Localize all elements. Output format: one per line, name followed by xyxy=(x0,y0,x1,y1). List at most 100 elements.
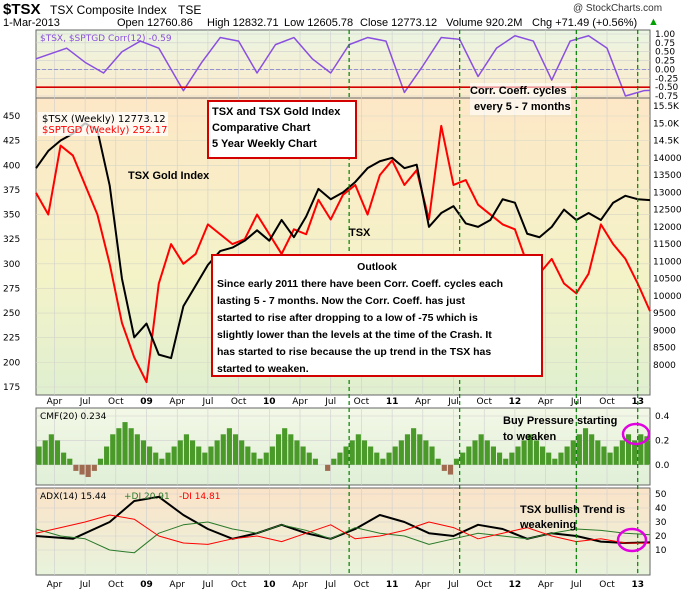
cmf-bar xyxy=(355,434,361,465)
x-tick-label: Oct xyxy=(231,397,247,407)
y-tick-label: 0.2 xyxy=(655,436,669,446)
outlook-line-5: has started to rise because the up trend… xyxy=(217,346,492,358)
y-tick-label: 1.00 xyxy=(655,30,675,40)
exchange: TSE xyxy=(178,3,202,17)
cmf-bar xyxy=(128,428,134,465)
x-tick-label: Jul xyxy=(201,397,213,407)
cmf-bar xyxy=(251,452,257,465)
cmf-bar xyxy=(183,434,189,465)
corr-note: Corr. Coeff. cycles every 5 - 7 months xyxy=(470,83,571,115)
y-tick-label-left: 375 xyxy=(3,186,20,196)
volume-value: Volume 920.2M xyxy=(446,17,523,29)
cmf-bar xyxy=(515,446,521,465)
cmf-bar xyxy=(202,452,208,465)
cmf-bar xyxy=(601,446,607,465)
y-tick-label: -0.25 xyxy=(655,74,678,84)
cmf-bar xyxy=(589,434,595,465)
y-tick-label-left: 225 xyxy=(3,334,20,344)
y-tick-label-right: 10500 xyxy=(653,275,682,285)
x-tick-label: Apr xyxy=(538,580,554,590)
change-value: Chg +71.49 (+0.56%) xyxy=(532,17,638,29)
y-tick-label: 0.25 xyxy=(655,57,675,67)
y-tick-label-right: 14.5K xyxy=(653,137,680,147)
cmf-bar xyxy=(368,446,374,465)
y-tick-label-right: 14000 xyxy=(653,154,682,164)
title-box: TSX and TSX Gold Index Comparative Chart… xyxy=(207,100,357,159)
cmf-bar xyxy=(490,446,496,465)
outlook-line-2: lasting 5 - 7 months. Now the Corr. Coef… xyxy=(217,295,465,307)
index-name: TSX Composite Index xyxy=(50,3,167,17)
y-tick-label: 40 xyxy=(655,504,667,514)
cmf-bar xyxy=(466,446,472,465)
cmf-legend: CMF(20) 0.234 xyxy=(40,412,107,422)
x-tick-label: Apr xyxy=(169,397,185,407)
close-value: Close 12773.12 xyxy=(360,17,438,29)
adx-legend: ADX(14) 15.44 xyxy=(40,492,107,502)
cmf-bar xyxy=(325,464,331,471)
cmf-bar xyxy=(472,440,478,465)
y-tick-label-left: 350 xyxy=(3,211,20,221)
cmf-bar xyxy=(423,440,429,465)
cmf-bar xyxy=(435,458,441,465)
cmf-bar xyxy=(312,458,318,465)
cmf-bar xyxy=(257,458,263,465)
chart-header: $TSX TSX Composite Index TSE @ StockChar… xyxy=(0,0,693,30)
cmf-bar xyxy=(61,452,67,465)
outlook-line-6: started to weaken. xyxy=(217,363,309,375)
cmf-bar xyxy=(398,440,404,465)
x-tick-label: Oct xyxy=(354,580,370,590)
cmf-bar xyxy=(214,440,220,465)
cmf-bar xyxy=(196,446,202,465)
gold-index-label: TSX Gold Index xyxy=(128,170,210,182)
x-tick-label: Jul xyxy=(570,397,582,407)
date: 1-Mar-2013 xyxy=(3,17,60,29)
cmf-bar xyxy=(294,440,300,465)
change-arrow-icon: ▲ xyxy=(648,16,659,28)
cmf-bar xyxy=(404,434,411,465)
x-tick-label: Oct xyxy=(476,397,492,407)
minus-di-line xyxy=(35,514,651,545)
y-tick-label-left: 300 xyxy=(3,260,20,270)
cmf-bar xyxy=(447,464,454,475)
y-tick-label-right: 15.0K xyxy=(653,119,680,129)
outlook-title: Outlook xyxy=(357,261,397,273)
cmf-bar xyxy=(484,440,490,465)
cmf-bar xyxy=(190,440,196,465)
x-tick-label: Jul xyxy=(447,397,459,407)
cmf-bar xyxy=(521,440,527,465)
cmf-bar xyxy=(226,428,232,465)
y-tick-label-right: 12000 xyxy=(653,223,682,233)
x-tick-label: Apr xyxy=(415,397,431,407)
cmf-bar xyxy=(263,452,269,465)
cmf-bar xyxy=(386,452,392,465)
cmf-bar xyxy=(509,452,515,465)
x-tick-label: Apr xyxy=(415,580,431,590)
x-tick-label: 10 xyxy=(263,397,276,407)
x-tick-label: Jul xyxy=(79,397,91,407)
corr-note-line-2: every 5 - 7 months xyxy=(474,101,571,113)
cmf-bar xyxy=(110,434,116,465)
cmf-bar xyxy=(533,440,539,465)
x-tick-label: Jul xyxy=(201,580,213,590)
x-tick-label: Jul xyxy=(447,580,459,590)
cmf-bar xyxy=(539,446,546,465)
cmf-bar xyxy=(165,452,171,465)
x-tick-label: Oct xyxy=(231,580,247,590)
x-tick-label: 09 xyxy=(140,580,153,590)
corr-note-line-1: Corr. Coeff. cycles xyxy=(470,85,567,97)
title-line-1: TSX and TSX Gold Index xyxy=(212,106,341,118)
price-legend-bg xyxy=(38,112,168,136)
y-tick-label: 0.50 xyxy=(655,48,675,58)
y-tick-label-left: 275 xyxy=(3,284,20,294)
corr-line xyxy=(35,35,651,97)
cmf-bar xyxy=(239,440,245,465)
gold-legend: $SPTGD (Weekly) 252.17 xyxy=(42,125,168,136)
cmf-bar xyxy=(91,464,97,471)
cmf-note: Buy Pressure starting to weaken xyxy=(503,413,617,445)
adx-note-line-1: TSX bullish Trend is xyxy=(520,504,626,516)
x-tick-label: 11 xyxy=(386,397,399,407)
cmf-bar xyxy=(73,464,79,471)
y-tick-label-right: 11500 xyxy=(653,240,682,250)
cmf-bar xyxy=(134,434,140,465)
minus-di-legend: -DI 14.81 xyxy=(179,492,220,502)
